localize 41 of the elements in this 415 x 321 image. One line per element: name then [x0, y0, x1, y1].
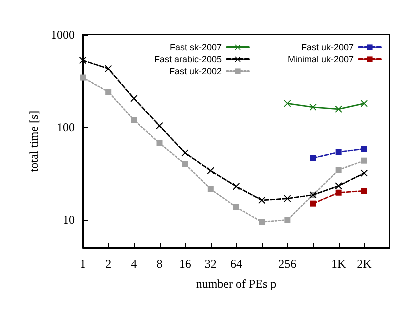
- x-tick-label: 1: [80, 257, 86, 271]
- point: [80, 57, 86, 64]
- legend-label: Fast sk-2007: [170, 42, 222, 52]
- legend-label: Fast uk-2002: [169, 66, 222, 76]
- y-tick-label: 10: [63, 213, 75, 228]
- y-tick-label: 100: [57, 120, 75, 135]
- x-tick-label: 32: [204, 257, 217, 271]
- x-tick-label: 8: [156, 257, 163, 271]
- x-tick-label: 256: [278, 257, 297, 271]
- point: [182, 150, 189, 157]
- point: [208, 186, 214, 192]
- x-tick-label: 64: [230, 257, 242, 271]
- point: [130, 95, 138, 102]
- point: [182, 161, 188, 168]
- point: [234, 204, 240, 210]
- point: [258, 196, 266, 204]
- y-tick-label: 1000: [51, 28, 75, 42]
- point: [106, 89, 112, 96]
- point: [131, 117, 138, 124]
- y-axis-title: total time [s]: [27, 110, 42, 172]
- point: [207, 167, 214, 174]
- point: [233, 183, 240, 190]
- x-axis-title: number of PEs p: [196, 277, 277, 291]
- point: [156, 140, 163, 146]
- point: [284, 217, 291, 224]
- point: [335, 182, 342, 190]
- legend-label: Minimal uk-2007: [288, 54, 354, 64]
- x-tick-label: 1K: [331, 257, 346, 271]
- point: [259, 219, 266, 226]
- x-tick-label: 2: [106, 257, 112, 271]
- legend-label: Fast uk-2007: [301, 42, 354, 52]
- x-tick-label: 4: [131, 257, 138, 271]
- point: [105, 65, 112, 72]
- point: [284, 195, 292, 202]
- point: [80, 74, 86, 81]
- point: [360, 170, 368, 177]
- legend-label: Fast arabic-2005: [154, 54, 222, 64]
- x-tick-label: 2K: [357, 257, 372, 271]
- point: [361, 158, 368, 164]
- x-tick-label: 16: [179, 257, 192, 271]
- point: [336, 167, 342, 174]
